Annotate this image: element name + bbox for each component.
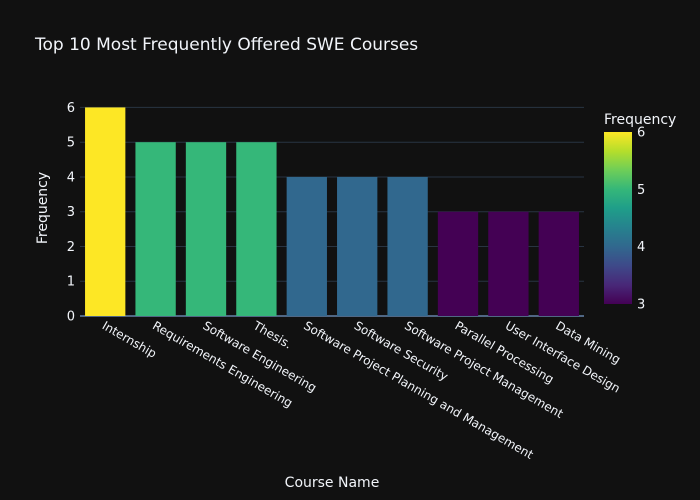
y-tick-label: 4 [67, 170, 75, 185]
chart-title: Top 10 Most Frequently Offered SWE Cours… [34, 35, 418, 55]
y-tick-label: 0 [67, 310, 75, 325]
colorbar-tick-label: 3 [637, 298, 645, 313]
colorbar-tick-label: 4 [637, 240, 645, 255]
y-tick-label: 2 [67, 240, 75, 255]
bar[interactable] [488, 211, 529, 316]
y-axis-ticks: 0 1 2 3 4 5 6 [67, 101, 75, 325]
y-tick-label: 5 [67, 136, 75, 151]
y-tick-label: 6 [67, 101, 75, 116]
colorbar-ticks: 3 4 5 6 [637, 126, 645, 313]
colorbar-tick-label: 6 [637, 126, 645, 141]
colorbar-tick-label: 5 [637, 183, 645, 198]
bar[interactable] [236, 142, 277, 316]
y-tick-label: 1 [67, 275, 75, 290]
bar[interactable] [135, 142, 176, 316]
x-tick-label: Internship [100, 318, 159, 360]
bar[interactable] [538, 211, 579, 316]
x-axis-label: Course Name [285, 475, 380, 491]
bar[interactable] [437, 211, 479, 316]
bar[interactable] [85, 107, 126, 316]
bar[interactable] [337, 176, 378, 316]
y-axis-label: Frequency [35, 172, 51, 244]
colorbar-gradient [604, 132, 632, 304]
bar[interactable] [185, 142, 227, 316]
y-tick-label: 3 [67, 205, 75, 220]
colorbar: Frequency 3 4 5 6 [604, 112, 676, 313]
bars [85, 107, 579, 316]
bar[interactable] [387, 176, 428, 316]
colorbar-title: Frequency [604, 112, 676, 128]
bar[interactable] [286, 176, 327, 316]
